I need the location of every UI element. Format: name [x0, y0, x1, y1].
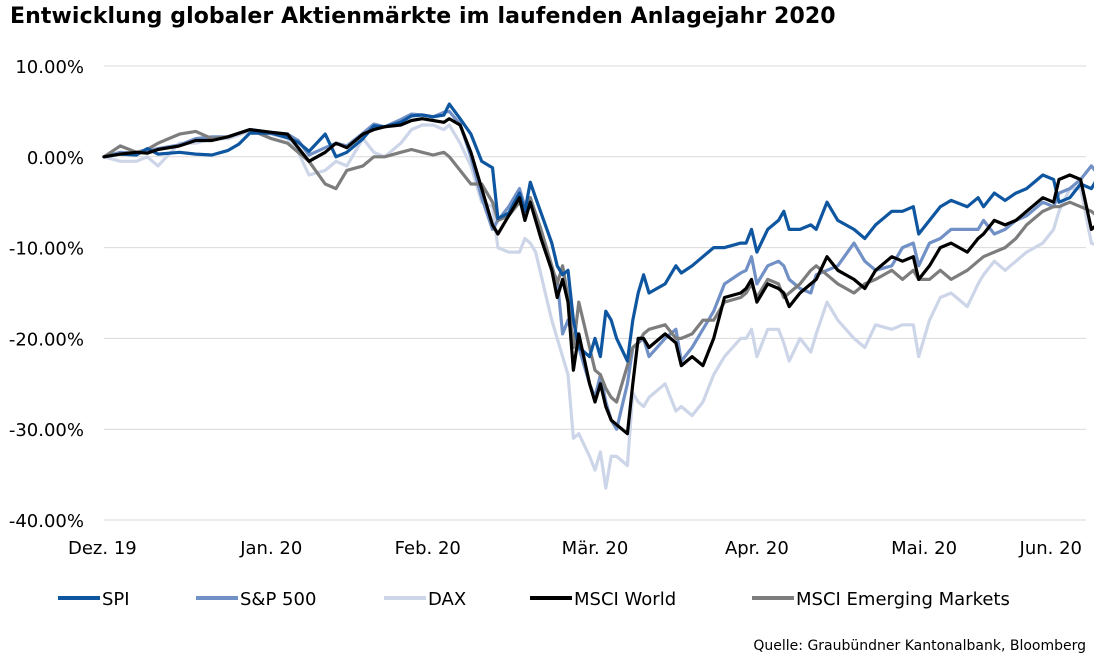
legend: SPI S&P 500 DAX MSCI World MSCI Emerging Mar…: [58, 589, 1010, 610]
y-tick-label: 0.00%: [27, 148, 84, 169]
legend-label: DAX: [428, 589, 466, 610]
y-tick-label: -30.00%: [9, 420, 84, 441]
y-tick-label: -40.00%: [9, 511, 84, 532]
legend-label: MSCI Emerging Markets: [796, 589, 1010, 610]
y-tick-label: 10.00%: [15, 57, 84, 78]
y-tick-label: -20.00%: [9, 329, 84, 350]
y-tick-label: -10.00%: [9, 239, 84, 260]
x-axis-tick-labels: Dez. 19 Jan. 20 Feb. 20 Mär. 20 Apr. 20 Mai. …: [68, 538, 1082, 559]
x-tick-label: Apr. 20: [725, 538, 789, 559]
series-line-spi: [102, 102, 1094, 363]
x-tick-label: Jun. 20: [1019, 538, 1082, 559]
y-axis-tick-labels: 10.00% 0.00% -10.00% -20.00% -30.00% -40.00%: [9, 57, 84, 532]
series-line-msci-emerging-markets: [102, 128, 1094, 404]
series-lines: [102, 102, 1094, 490]
series-line-s-p-500: [102, 109, 1094, 431]
legend-label: SPI: [102, 589, 130, 610]
x-tick-label: Dez. 19: [68, 538, 137, 559]
legend-label: MSCI World: [574, 589, 676, 610]
source-note: Quelle: Graubündner Kantonalbank, Bloomb…: [753, 638, 1086, 654]
x-tick-label: Mär. 20: [562, 538, 629, 559]
series-line-dax: [102, 123, 1094, 490]
chart-title: Entwicklung globaler Aktienmärkte im lau…: [10, 4, 836, 29]
x-tick-label: Jan. 20: [239, 538, 302, 559]
series-line-msci-world: [102, 117, 1094, 436]
legend-label: S&P 500: [240, 589, 316, 610]
x-tick-label: Mai. 20: [891, 538, 957, 559]
x-tick-label: Feb. 20: [395, 538, 461, 559]
